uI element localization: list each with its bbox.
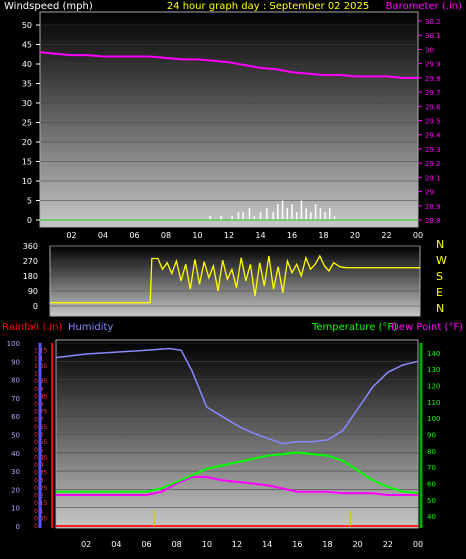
direction-tick-label: 360	[23, 242, 38, 251]
windspeed-tick-label: 35	[22, 80, 32, 89]
barometer-tick-label: 29.8	[425, 75, 441, 83]
chart-title: 24 hour graph day : September 02 2025	[167, 1, 369, 12]
dewpoint-label: Dew Point (°F)	[391, 322, 463, 333]
temperature-tick-label: 130	[427, 366, 440, 374]
humidity-tick-label: 70	[11, 395, 20, 403]
barometer-tick-label: 29.9	[425, 61, 441, 69]
windspeed-label: Windspeed (mph)	[4, 1, 93, 12]
wind-baro-plot-area	[39, 11, 419, 228]
humidity-tick-label: 90	[11, 358, 20, 366]
hour-tick-label: 18	[318, 231, 328, 240]
hour-tick-label: 02	[81, 540, 91, 549]
barometer-tick-label: 29	[425, 189, 434, 197]
humidity-label: Humidity	[68, 322, 113, 333]
hour-tick-label: 00	[413, 231, 423, 240]
windspeed-tick-label: 15	[22, 158, 32, 167]
wind-direction-line	[50, 254, 420, 304]
dewpoint-line	[56, 476, 418, 496]
barometer-label: Barometer (.in)	[386, 1, 462, 12]
hour-tick-label: 20	[353, 540, 363, 549]
windspeed-tick-label: 0	[27, 216, 32, 225]
barometer-tick-label: 30.1	[425, 32, 441, 40]
temp-humidity-plot-area	[55, 339, 419, 529]
temperature-tick-label: 100	[427, 415, 440, 423]
windspeed-tick-label: 20	[22, 138, 32, 147]
windspeed-tick-label: 30	[22, 99, 32, 108]
humidity-tick-label: 10	[11, 505, 20, 513]
humidity-tick-label: 60	[11, 413, 20, 421]
humidity-tick-label: 0	[16, 523, 20, 531]
direction-tick-label: 0	[33, 302, 38, 311]
barometer-tick-label: 29.5	[425, 118, 441, 126]
hour-tick-label: 10	[202, 540, 212, 549]
hour-tick-label: 06	[141, 540, 151, 549]
humidity-line	[55, 347, 419, 445]
hour-tick-label: 08	[161, 231, 171, 240]
hour-tick-label: 22	[381, 231, 391, 240]
windspeed-tick-label: 25	[22, 119, 32, 128]
compass-label: E	[436, 286, 443, 299]
hour-tick-label: 16	[287, 231, 297, 240]
hour-tick-label: 16	[292, 540, 302, 549]
temperature-tick-label: 90	[427, 432, 436, 440]
hour-tick-label: 14	[262, 540, 272, 549]
temperature-label: Temperature (°F)	[311, 322, 397, 333]
hour-tick-label: 22	[383, 540, 393, 549]
hour-tick-label: 10	[192, 231, 202, 240]
humidity-tick-label: 20	[11, 486, 20, 494]
temperature-tick-label: 140	[427, 350, 440, 358]
barometer-tick-label: 29.4	[425, 132, 441, 140]
barometer-tick-label: 28.9	[425, 203, 441, 211]
hour-tick-label: 02	[66, 231, 76, 240]
hour-tick-label: 00	[413, 540, 423, 549]
hour-tick-label: 14	[255, 231, 265, 240]
direction-tick-label: 90	[28, 287, 38, 296]
hour-tick-label: 04	[111, 540, 121, 549]
rainfall-label: Rainfall (.in)	[2, 322, 63, 333]
barometer-tick-label: 29.2	[425, 160, 441, 168]
barometer-tick-label: 29.1	[425, 174, 441, 182]
compass-label: W	[436, 254, 447, 267]
direction-tick-label: 180	[23, 272, 38, 281]
hour-tick-label: 06	[129, 231, 139, 240]
direction-tick-label: 270	[23, 257, 38, 266]
temperature-tick-label: 60	[427, 481, 436, 489]
temperature-tick-label: 50	[427, 497, 436, 505]
humidity-tick-label: 80	[11, 377, 20, 385]
barometer-tick-label: 29.6	[425, 103, 441, 111]
compass-label: N	[436, 238, 444, 251]
hour-tick-label: 18	[322, 540, 332, 549]
hour-tick-label: 08	[172, 540, 182, 549]
windspeed-tick-label: 40	[22, 60, 32, 69]
humidity-tick-label: 30	[11, 468, 20, 476]
temperature-tick-label: 120	[427, 382, 440, 390]
windspeed-tick-label: 50	[22, 21, 32, 30]
barometer-tick-label: 29.7	[425, 89, 441, 97]
compass-label: S	[436, 270, 443, 283]
humidity-tick-label: 40	[11, 450, 20, 458]
barometer-tick-label: 28.8	[425, 217, 441, 225]
humidity-tick-label: 100	[7, 340, 20, 348]
temperature-tick-label: 40	[427, 513, 436, 521]
hour-tick-label: 04	[98, 231, 108, 240]
humidity-tick-label: 50	[11, 432, 20, 440]
rainfall-tick-label: 0	[34, 523, 38, 530]
hour-tick-label: 12	[224, 231, 234, 240]
hour-tick-label: 20	[350, 231, 360, 240]
windspeed-tick-label: 5	[27, 197, 32, 206]
barometer-line	[39, 51, 418, 79]
temperature-tick-label: 110	[427, 399, 440, 407]
hour-tick-label: 12	[232, 540, 242, 549]
barometer-tick-label: 30.2	[425, 18, 441, 26]
temperature-line	[56, 451, 419, 495]
compass-label: N	[436, 302, 444, 315]
rainfall-tick-label: 1	[34, 371, 38, 378]
barometer-tick-label: 29.3	[425, 146, 441, 154]
temperature-tick-label: 80	[427, 448, 436, 456]
windspeed-tick-label: 10	[22, 177, 32, 186]
temperature-tick-label: 70	[427, 464, 436, 472]
barometer-tick-label: 30	[425, 46, 434, 54]
windspeed-tick-label: 45	[22, 41, 32, 50]
